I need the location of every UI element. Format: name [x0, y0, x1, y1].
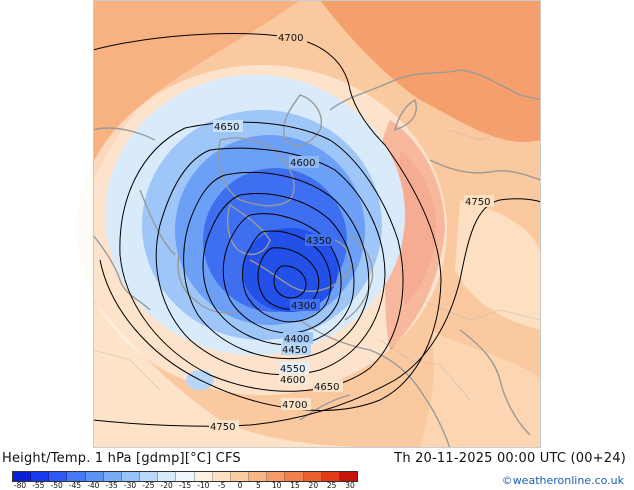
contour-label-4750-east: 4750 — [465, 197, 490, 208]
label-bg — [283, 332, 313, 344]
contour-label-4700-bottom: 4700 — [282, 400, 307, 411]
colorbar — [12, 471, 358, 482]
colorbar-tick-label: -45 — [68, 481, 82, 490]
label-bg — [279, 362, 309, 374]
colorbar-tick-label: -20 — [160, 481, 173, 490]
colorbar-tick-label: -15 — [178, 481, 192, 490]
contour-label-4700-top: 4700 — [278, 33, 303, 44]
colorbar-swatch — [249, 472, 268, 481]
colorbar-swatch — [158, 472, 177, 481]
credit-link[interactable]: ©weatheronline.co.uk — [501, 474, 624, 487]
colorbar-swatch — [31, 472, 50, 481]
colorbar-tick-label: 25 — [326, 481, 337, 490]
colorbar-ticks: -80 -55 -50 -45 -40 -35 -30 -25 -20 -15 -10 -5 0 5 10 1… — [12, 482, 358, 490]
colorbar-swatch — [285, 472, 304, 481]
pale-field-se — [420, 330, 541, 448]
valid-time: Th 20-11-2025 00:00 UTC (00+24) — [394, 451, 626, 466]
warm-field-nw — [93, 0, 300, 180]
colorbar-tick-label: -35 — [105, 481, 118, 490]
label-bg — [281, 398, 311, 410]
label-bg — [213, 120, 243, 132]
colorbar-swatch — [339, 472, 357, 481]
colorbar-tick-label: 5 — [255, 481, 261, 490]
warm-field-ne — [320, 0, 541, 142]
label-bg — [305, 234, 335, 246]
contour-4400 — [242, 230, 332, 323]
colorbar-swatch — [230, 472, 250, 481]
colorbar-tick-label: -30 — [123, 481, 137, 490]
contour-label-4550: 4550 — [280, 364, 305, 375]
contour-label-4600-top: 4600 — [290, 158, 315, 169]
colorbar-swatch — [267, 472, 286, 481]
colorbar-tick-label: 20 — [308, 481, 319, 490]
pale-field-east — [455, 200, 541, 330]
contour-label-4400: 4400 — [284, 334, 309, 345]
contour-label-4600-bottom: 4600 — [280, 375, 305, 386]
colorbar-tick-label: 30 — [345, 481, 355, 490]
colorbar-tick-label: -80 — [13, 481, 27, 490]
colorbar-tick-label: -10 — [197, 481, 210, 490]
colorbar-tick-label: 15 — [290, 481, 300, 490]
label-bg — [277, 31, 307, 43]
contour-4550 — [183, 171, 370, 360]
borders — [92, 129, 542, 401]
contour-label-4350: 4350 — [306, 236, 331, 247]
colorbar-swatch — [321, 472, 340, 481]
colorbar-swatch — [103, 472, 122, 481]
colorbar-swatch — [303, 472, 322, 481]
label-bg — [313, 380, 343, 392]
colorbar-tick-label: 10 — [271, 481, 282, 490]
contour-4350 — [257, 247, 320, 310]
contour-4600 — [155, 147, 386, 376]
colorbar-tick-label: -5 — [217, 481, 226, 490]
colorbar-tick-label: -55 — [32, 481, 45, 490]
coastlines — [92, 69, 542, 448]
map-frame — [93, 0, 541, 448]
label-bg — [290, 299, 320, 311]
colorbar-tick-label: -25 — [142, 481, 155, 490]
colorbar-swatch — [176, 472, 195, 481]
pale-field-south — [93, 300, 400, 448]
colorbar-swatch — [85, 472, 104, 481]
colorbar-tick-label: -40 — [87, 481, 100, 490]
contour-label-4450: 4450 — [282, 345, 307, 356]
colorbar-swatch — [212, 472, 231, 481]
contour-label-4300: 4300 — [291, 301, 316, 312]
colorbar-tick-label: -50 — [50, 481, 63, 490]
colorbar-swatch — [194, 472, 213, 481]
label-bg — [279, 373, 309, 385]
contour-4300 — [273, 265, 307, 299]
colorbar-swatch — [13, 472, 32, 481]
label-bg — [281, 343, 311, 355]
map-title: Height/Temp. 1 hPa [gdmp][°C] CFS — [2, 451, 241, 466]
colorbar-tick-label: 0 — [237, 481, 243, 490]
colorbar-swatch — [140, 472, 159, 481]
contour-label-4650-bottom: 4650 — [314, 382, 339, 393]
colorbar-swatch — [49, 472, 68, 481]
label-bg — [464, 195, 494, 207]
weather-map: 4700 4650 4600 4750 4350 4300 4400 4450 … — [92, 0, 542, 448]
contour-label-4750-bottom: 4750 — [210, 422, 235, 433]
label-bg — [209, 420, 239, 432]
contour-label-4650-top: 4650 — [214, 122, 239, 133]
contour-4650 — [119, 121, 404, 392]
label-bg — [289, 156, 319, 168]
colorbar-swatch — [121, 472, 141, 481]
colorbar-swatch — [67, 472, 86, 481]
map-canvas: 4700 4650 4600 4750 4350 4300 4400 4450 … — [92, 0, 542, 448]
